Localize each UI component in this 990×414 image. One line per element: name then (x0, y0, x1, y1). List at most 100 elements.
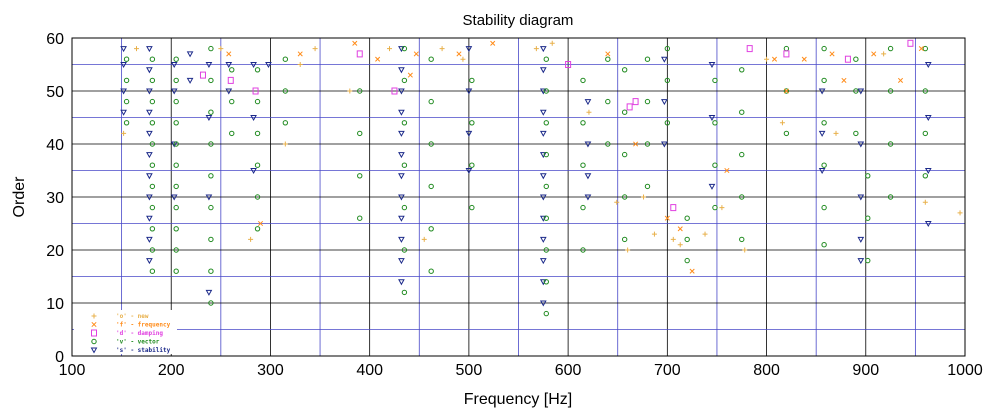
data-point (428, 56, 434, 62)
data-point (818, 168, 826, 175)
data-point (857, 88, 865, 95)
data-point (428, 226, 434, 232)
data-point (146, 88, 153, 95)
data-point (543, 88, 549, 94)
axis-ticks: 100 200 300 400 500 600 700 800 900 1000 0 10 20 30 40… (46, 31, 983, 379)
data-point (887, 194, 894, 200)
data-point (539, 236, 547, 243)
data-point (465, 46, 473, 53)
data-point (428, 183, 434, 190)
data-point (398, 67, 405, 74)
data-point (664, 215, 670, 221)
data-point (297, 62, 303, 67)
data-point (401, 204, 408, 211)
data-point (829, 51, 835, 57)
data-point (887, 45, 894, 52)
data-point (605, 51, 611, 57)
data-point (626, 103, 633, 111)
data-point (120, 88, 127, 95)
data-point (661, 141, 668, 148)
data-point (881, 51, 887, 57)
data-point (401, 247, 408, 253)
data-point (957, 210, 963, 216)
data-point (123, 120, 130, 126)
y-tick-label: 20 (46, 243, 64, 260)
data-point (670, 204, 677, 212)
data-point (428, 141, 434, 147)
data-point (254, 162, 261, 168)
x-tick-label: 400 (356, 362, 383, 379)
data-point (205, 62, 213, 69)
data-point (401, 77, 408, 84)
data-point (621, 236, 628, 243)
data-point (173, 183, 179, 190)
data-point (208, 109, 214, 115)
data-point (865, 173, 871, 179)
data-point (712, 162, 718, 168)
data-point (708, 62, 716, 69)
data-point (821, 162, 827, 168)
data-point (924, 168, 932, 175)
data-point (149, 247, 156, 253)
data-point (779, 120, 785, 126)
data-point (282, 88, 289, 94)
data-point (149, 141, 156, 147)
data-point (421, 236, 427, 242)
data-point (218, 46, 224, 52)
data-point (621, 194, 628, 200)
data-point (391, 87, 398, 95)
data-point (922, 130, 929, 137)
data-point (644, 98, 651, 105)
y-tick-label: 50 (46, 84, 64, 101)
data-point (918, 46, 924, 52)
data-point (173, 98, 179, 105)
data-point (580, 247, 586, 253)
data-point (783, 130, 790, 137)
legend-marker (91, 329, 97, 337)
data-point (533, 46, 539, 52)
data-point (565, 61, 572, 68)
legend-entry: 'o' - new (116, 313, 149, 320)
data-point (398, 279, 405, 286)
data-point (146, 109, 153, 116)
data-point (818, 88, 826, 95)
data-point (398, 152, 405, 159)
data-point (580, 120, 586, 126)
data-point (347, 88, 353, 94)
data-point (146, 67, 153, 74)
data-point (149, 183, 156, 190)
data-point (684, 236, 690, 243)
data-point (625, 247, 631, 253)
data-point (853, 130, 859, 137)
data-point (208, 77, 214, 84)
legend-marker (90, 347, 98, 354)
data-point (543, 56, 549, 62)
data-point (539, 67, 547, 74)
data-point (120, 62, 127, 69)
data-point (677, 242, 683, 248)
x-tick-label: 1000 (947, 362, 983, 379)
data-point (456, 51, 462, 57)
data-point (739, 151, 745, 158)
data-point (398, 194, 405, 201)
data-point (149, 162, 156, 168)
data-point (857, 258, 865, 265)
x-tick-label: 800 (753, 362, 780, 379)
data-point (742, 247, 748, 253)
data-point (739, 67, 745, 73)
data-point (225, 62, 233, 69)
data-point (924, 221, 932, 228)
data-point (282, 141, 288, 147)
data-point (265, 62, 272, 69)
data-point (149, 56, 156, 62)
data-point (887, 141, 894, 147)
data-point (584, 99, 592, 106)
data-point (439, 46, 445, 52)
data-point (170, 194, 178, 201)
data-point (170, 62, 178, 69)
data-point (783, 88, 789, 94)
data-point (398, 109, 405, 116)
data-point (254, 98, 261, 105)
data-point (641, 194, 647, 200)
